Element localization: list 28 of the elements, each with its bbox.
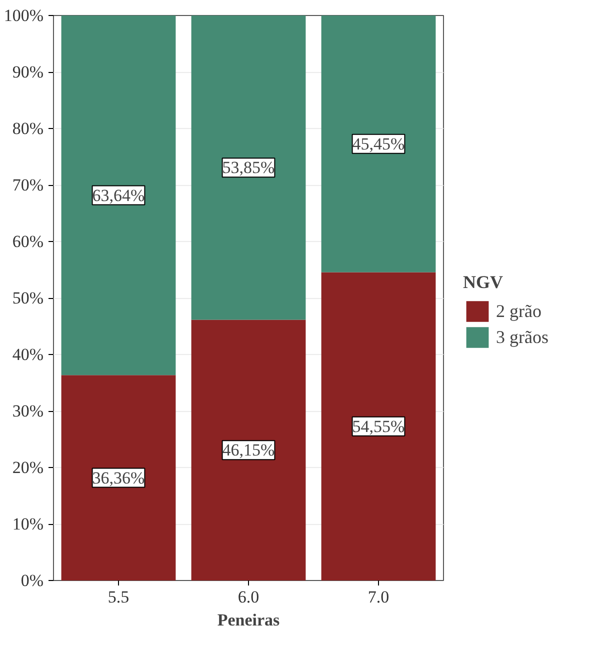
y-tick-label: 50% [12,288,44,308]
y-tick-label: 60% [12,232,44,251]
bar [61,375,176,580]
y-tick-label: 70% [12,176,44,194]
x-tick-label: 7.0 [368,588,390,606]
data-label: 36,36% [92,468,145,488]
y-tick-label: 0% [20,571,44,590]
y-tick-label: 90% [12,62,44,82]
legend-label: 3 grãos [496,326,548,349]
bar [61,16,176,376]
y-tick-label: 40% [12,345,44,364]
bar [191,16,306,320]
y-tick-label: 30% [12,402,44,420]
data-label: 54,55% [352,416,405,436]
x-tick-label: 5.5 [108,588,130,606]
legend-label: 2 grão [496,300,542,323]
data-label: 53,85% [222,158,275,178]
x-axis-title: Peneiras [217,610,280,630]
y-tick-label: 10% [12,514,44,534]
y-tick-label: 100% [4,6,44,25]
bar [321,16,436,272]
bar [321,272,436,580]
x-tick-label: 6.0 [238,588,260,606]
bar [191,320,306,580]
y-tick-label: 20% [12,458,44,477]
y-tick-label: 80% [12,119,44,138]
legend-title: NGV [463,272,504,293]
data-label: 63,64% [92,186,145,205]
